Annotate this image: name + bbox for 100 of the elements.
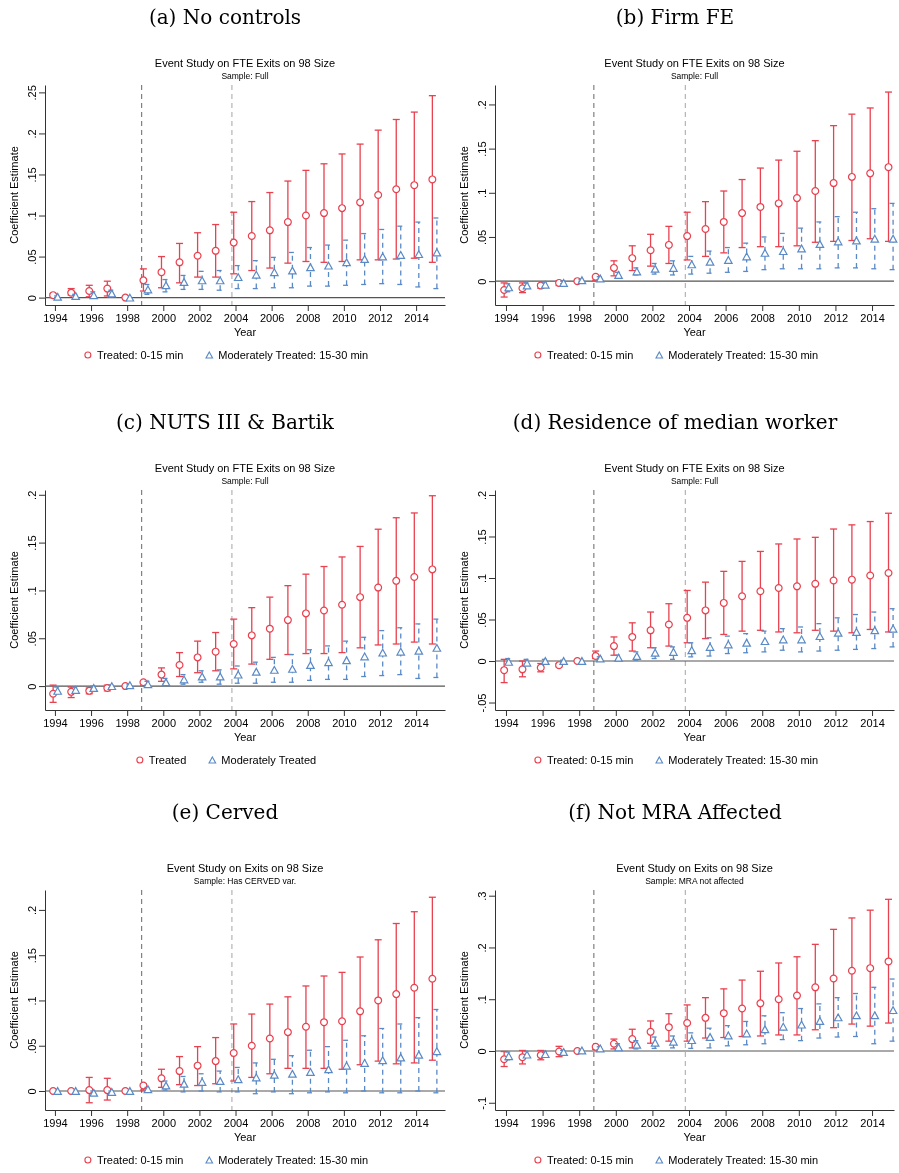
point	[884, 957, 893, 966]
point	[719, 1009, 728, 1018]
chart-subtitle: Event Study on FTE Exits on 98 Size	[154, 462, 336, 474]
point	[719, 598, 728, 607]
x-tick-label: 1996	[530, 311, 556, 324]
point	[797, 244, 806, 253]
y-tick-label: .2	[26, 905, 38, 916]
point	[870, 1011, 880, 1020]
y-tick-label: .1	[26, 996, 38, 1006]
point	[301, 1022, 310, 1031]
chart-title: (e) Cerved	[171, 800, 279, 824]
point	[283, 616, 292, 625]
point	[724, 255, 733, 264]
x-tick-label: 1994	[494, 716, 519, 729]
point	[719, 217, 728, 226]
point	[866, 964, 875, 973]
point	[270, 268, 279, 277]
point	[211, 1057, 220, 1066]
point	[811, 983, 820, 992]
point	[518, 665, 527, 674]
point	[356, 198, 365, 207]
point	[847, 966, 856, 975]
point	[193, 653, 202, 662]
x-tick-label: 2012	[823, 1116, 849, 1129]
point	[324, 261, 333, 270]
point	[301, 609, 310, 618]
point	[283, 1028, 292, 1037]
x-tick-label: 1998	[115, 1116, 140, 1129]
point	[179, 278, 189, 287]
point	[683, 232, 692, 241]
point	[306, 661, 315, 670]
point	[125, 681, 135, 690]
point	[650, 648, 660, 657]
point	[288, 266, 297, 275]
point	[756, 587, 765, 596]
x-tick-label: 2008	[296, 716, 321, 729]
y-tick-label: .1	[476, 188, 488, 198]
x-tick-label: 2002	[640, 716, 666, 729]
point	[374, 583, 383, 592]
point	[211, 246, 220, 255]
x-tick-label: 2008	[750, 1116, 775, 1129]
point	[756, 999, 765, 1008]
point	[705, 257, 715, 266]
point	[852, 627, 861, 636]
x-tick-label: 2014	[404, 1116, 429, 1129]
point	[815, 632, 825, 641]
point	[701, 606, 710, 615]
y-tick-label: .05	[476, 612, 488, 628]
x-tick-label: 2012	[368, 311, 393, 324]
x-tick-label: 2000	[151, 311, 177, 324]
text: Sample: Full	[221, 476, 269, 486]
point	[360, 652, 369, 661]
y-tick-label: 0	[476, 658, 488, 665]
point	[197, 276, 207, 285]
x-axis-title: Year	[683, 326, 706, 338]
x-tick-label: 2002	[187, 311, 213, 324]
point	[738, 1004, 747, 1013]
point	[378, 252, 388, 261]
y-tick-label: .25	[26, 85, 38, 101]
point	[870, 234, 880, 243]
point	[229, 640, 238, 648]
x-tick-label: 2004	[223, 1116, 249, 1129]
y-tick-label: .15	[476, 141, 488, 157]
x-tick-label: 2004	[677, 716, 702, 729]
point	[829, 179, 838, 188]
point	[852, 236, 861, 245]
point	[774, 583, 783, 592]
point	[125, 293, 135, 302]
point	[71, 1086, 81, 1095]
point	[742, 638, 751, 647]
point	[577, 276, 587, 285]
point	[701, 1013, 710, 1022]
y-axis-title: Coefficient Estimate	[458, 951, 470, 1049]
point	[175, 1067, 184, 1076]
point	[338, 600, 347, 609]
x-tick-label: 1998	[567, 716, 592, 729]
point	[410, 983, 419, 992]
y-tick-label: .2	[26, 129, 38, 139]
point	[628, 1035, 637, 1044]
y-tick-label: .1	[26, 586, 38, 596]
point	[500, 666, 509, 675]
point	[847, 172, 856, 181]
y-tick-label: .3	[476, 891, 488, 901]
point	[687, 1036, 697, 1045]
x-axis-title: Year	[233, 326, 257, 338]
x-tick-label: 2010	[332, 1116, 357, 1129]
point	[157, 268, 166, 277]
point	[342, 258, 351, 267]
x-tick-label: 2006	[713, 311, 739, 324]
point	[342, 656, 351, 665]
point	[815, 1016, 825, 1025]
x-tick-label: 2002	[187, 716, 213, 729]
y-tick-label: .15	[26, 948, 38, 964]
point	[829, 576, 838, 585]
point	[265, 226, 274, 235]
point	[432, 643, 442, 652]
x-tick-label: 2008	[750, 311, 775, 324]
point	[646, 246, 655, 255]
x-tick-label: 2014	[860, 716, 885, 729]
y-axis-title: Coefficient Estimate	[8, 551, 20, 649]
